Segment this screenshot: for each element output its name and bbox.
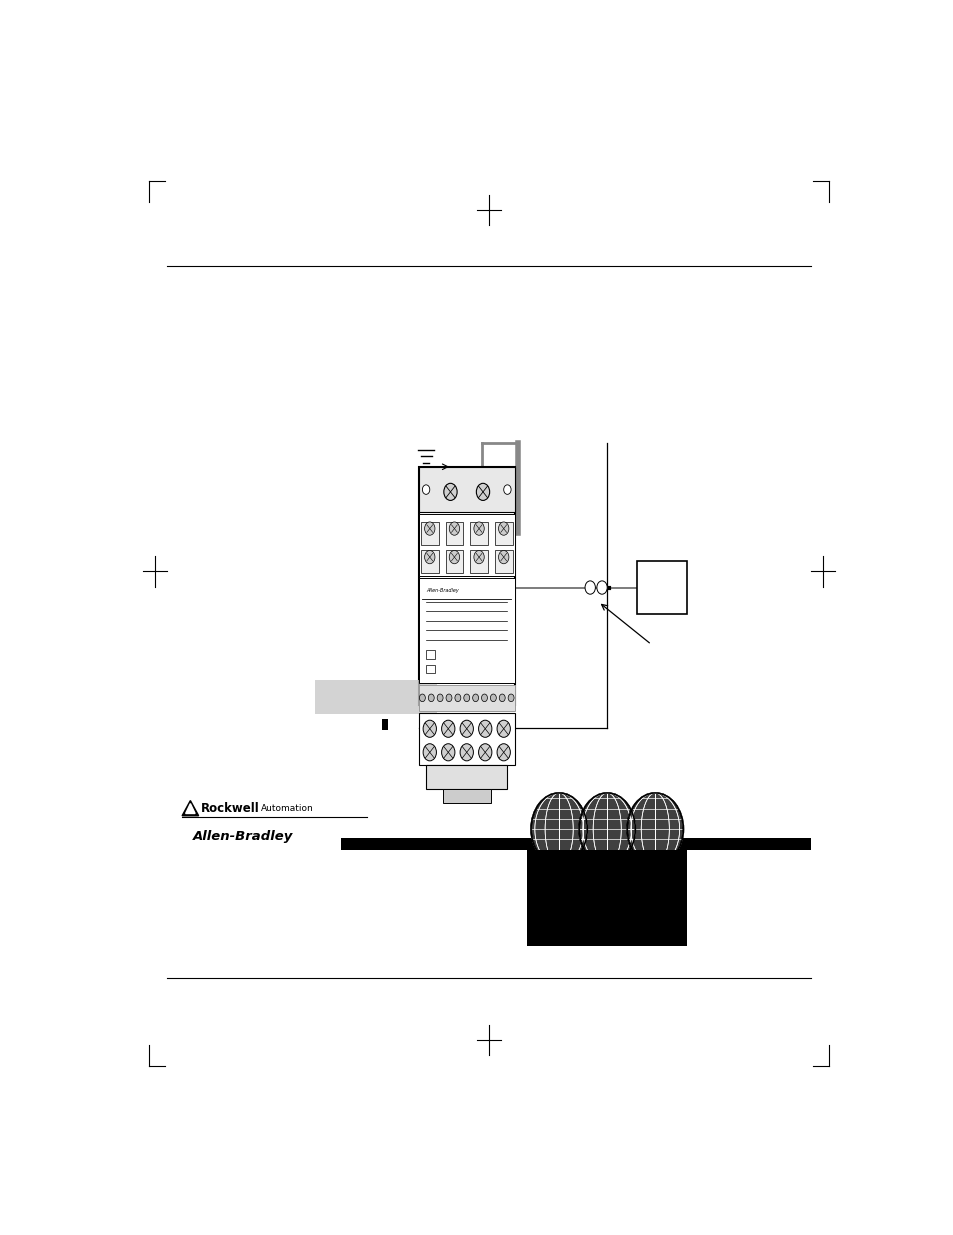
Bar [470, 551, 487, 573]
Bar [575, 851, 639, 946]
Bar [426, 766, 507, 789]
Circle shape [578, 793, 635, 866]
Bar [426, 664, 435, 673]
Circle shape [424, 522, 435, 535]
Bar [495, 522, 512, 545]
Circle shape [419, 694, 425, 701]
Circle shape [497, 743, 510, 761]
Circle shape [503, 485, 511, 494]
Bar [495, 551, 512, 573]
Circle shape [498, 694, 505, 701]
Bar [420, 551, 438, 573]
Bar [623, 851, 686, 946]
Circle shape [441, 743, 455, 761]
Circle shape [443, 483, 456, 500]
Circle shape [423, 743, 436, 761]
Bar [470, 522, 487, 545]
Circle shape [498, 522, 508, 535]
Bar [418, 578, 515, 683]
Circle shape [459, 743, 473, 761]
Bar [314, 679, 436, 714]
Bar [442, 789, 490, 804]
Bar [445, 551, 463, 573]
Circle shape [455, 694, 460, 701]
Text: Allen-Bradley: Allen-Bradley [426, 588, 458, 593]
Circle shape [498, 551, 508, 563]
Circle shape [474, 522, 484, 535]
Circle shape [441, 720, 455, 737]
Bar [527, 851, 590, 946]
Circle shape [446, 694, 452, 701]
Circle shape [626, 793, 682, 866]
Bar [341, 839, 810, 851]
Circle shape [474, 551, 484, 563]
Circle shape [497, 720, 510, 737]
Circle shape [428, 694, 434, 701]
Circle shape [476, 483, 489, 500]
Bar [418, 713, 515, 766]
Text: Automation: Automation [261, 804, 314, 813]
Circle shape [597, 580, 606, 594]
Circle shape [508, 694, 514, 701]
Bar [381, 719, 387, 730]
Bar [445, 522, 463, 545]
Circle shape [449, 522, 459, 535]
Bar [637, 562, 686, 614]
Circle shape [459, 720, 473, 737]
Circle shape [424, 551, 435, 563]
Circle shape [423, 720, 436, 737]
Bar [420, 522, 438, 545]
Circle shape [531, 793, 587, 866]
Circle shape [463, 694, 469, 701]
Circle shape [478, 743, 492, 761]
Bar [418, 467, 515, 513]
Text: Allen-Bradley: Allen-Bradley [193, 830, 294, 844]
Circle shape [584, 580, 595, 594]
Circle shape [472, 694, 478, 701]
Bar [426, 651, 435, 658]
Bar [418, 514, 515, 576]
Polygon shape [182, 800, 198, 816]
Text: Rockwell: Rockwell [200, 802, 259, 815]
Polygon shape [186, 804, 195, 814]
Circle shape [490, 694, 496, 701]
Bar [418, 684, 515, 711]
Bar [418, 467, 515, 704]
Circle shape [449, 551, 459, 563]
Circle shape [422, 485, 430, 494]
Circle shape [436, 694, 442, 701]
Circle shape [481, 694, 487, 701]
Circle shape [478, 720, 492, 737]
